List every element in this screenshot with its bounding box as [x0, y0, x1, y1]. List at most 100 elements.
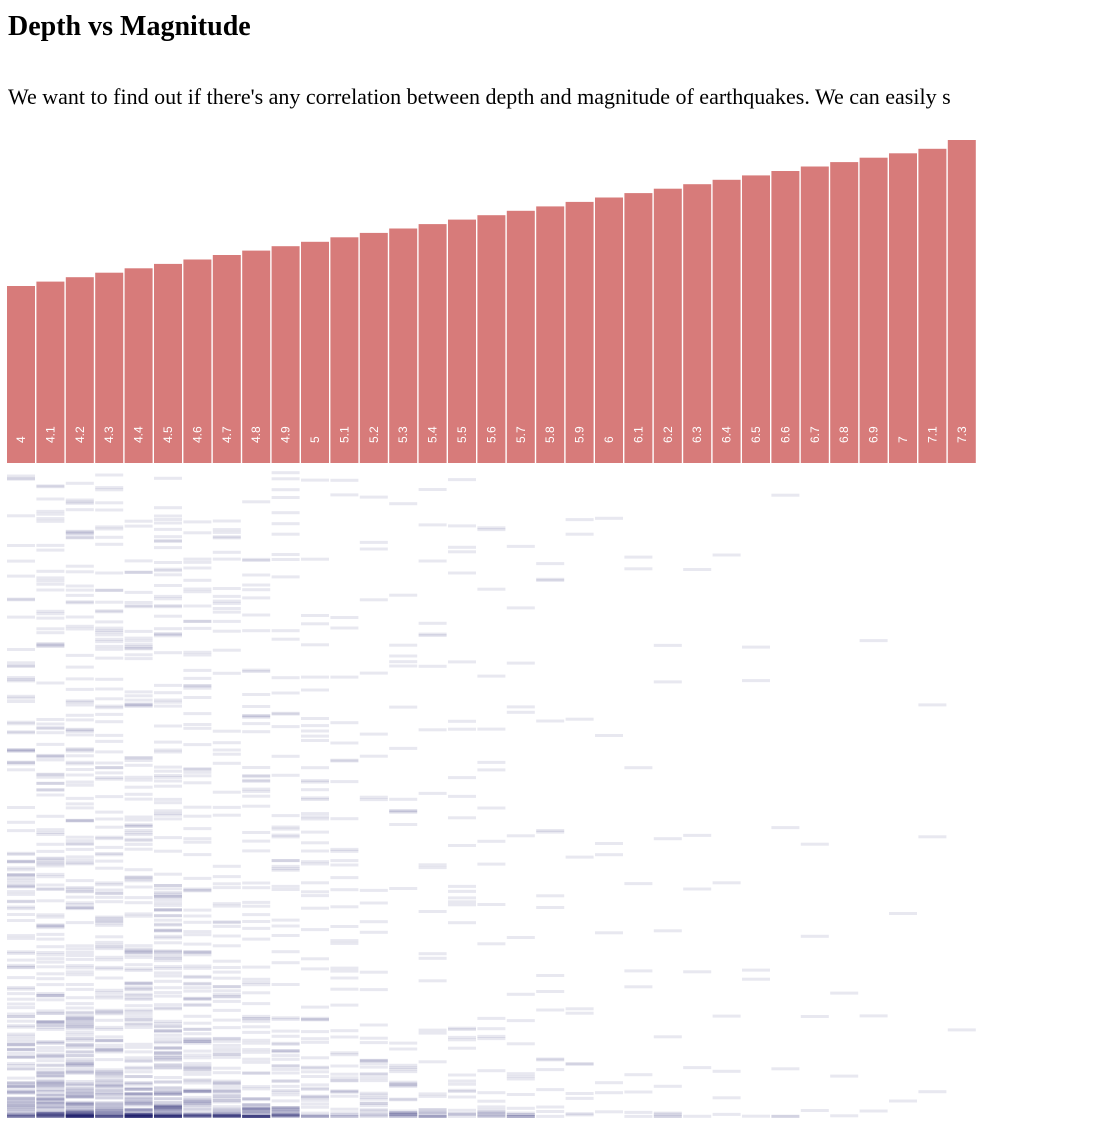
depth-tick — [65, 819, 94, 822]
depth-tick — [65, 677, 94, 681]
depth-tick — [36, 1111, 65, 1115]
depth-tick — [154, 817, 182, 821]
depth-tick — [124, 876, 153, 879]
depth-tick — [212, 557, 241, 561]
depth-tick — [65, 1113, 94, 1117]
depth-tick — [271, 950, 300, 954]
depth-tick — [95, 1085, 124, 1089]
depth-tick — [683, 1114, 712, 1118]
depth-tick — [36, 1097, 65, 1101]
depth-tick — [712, 1112, 741, 1116]
depth-tick — [154, 979, 182, 983]
depth-tick — [271, 1042, 300, 1046]
depth-tick — [389, 502, 418, 506]
depth-tick — [65, 665, 94, 669]
depth-tick — [7, 1043, 35, 1047]
depth-tick — [95, 1011, 124, 1015]
depth-tick — [477, 768, 506, 772]
depth-tick — [212, 607, 241, 610]
depth-tick — [124, 981, 153, 985]
depth-tick — [712, 881, 741, 885]
depth-tick — [183, 1114, 212, 1118]
depth-tick — [242, 1115, 271, 1118]
bar-6.9 — [859, 157, 888, 463]
depth-tick — [242, 1025, 271, 1029]
depth-tick — [154, 724, 182, 728]
depth-tick — [7, 679, 35, 683]
depth-tick — [154, 561, 182, 564]
depth-tick — [36, 1111, 65, 1115]
depth-tick — [212, 519, 241, 523]
depth-tick — [65, 1110, 94, 1114]
depth-tick — [124, 797, 153, 801]
depth-tick — [359, 495, 388, 499]
depth-tick — [154, 1105, 182, 1109]
depth-tick — [154, 1065, 182, 1069]
depth-tick — [183, 653, 212, 657]
depth-tick — [65, 1114, 94, 1118]
depth-tick — [7, 597, 35, 601]
depth-tick — [271, 918, 300, 922]
depth-tick — [154, 1107, 182, 1111]
depth-tick — [301, 841, 329, 845]
bar-5.1 — [330, 237, 359, 463]
depth-tick — [477, 942, 506, 946]
depth-tick — [154, 965, 182, 969]
depth-tick — [124, 1114, 153, 1118]
depth-tick — [330, 969, 359, 973]
depth-tick — [65, 966, 94, 970]
depth-tick — [95, 1114, 124, 1118]
depth-tick — [301, 1087, 329, 1091]
depth-tick — [242, 714, 271, 718]
depth-tick — [95, 1113, 124, 1117]
depth-tick — [154, 1107, 182, 1111]
depth-tick — [65, 970, 94, 974]
depth-tick — [95, 1048, 124, 1051]
depth-tick — [212, 594, 241, 598]
depth-tick — [65, 1100, 94, 1104]
depth-tick — [183, 726, 212, 730]
depth-tick — [65, 653, 94, 657]
depth-tick — [330, 1089, 359, 1093]
bar-6.3 — [683, 184, 712, 463]
depth-tick — [95, 501, 124, 505]
depth-tick — [7, 1115, 35, 1118]
depth-tick — [95, 1093, 124, 1096]
depth-tick — [36, 923, 65, 927]
depth-tick — [506, 1075, 535, 1078]
depth-tick — [212, 1094, 241, 1098]
bar-6.4 — [712, 179, 741, 464]
depth-tick — [65, 1025, 94, 1028]
depth-tick — [212, 1112, 241, 1115]
depth-tick — [477, 1099, 506, 1103]
depth-tick — [183, 619, 212, 623]
depth-tick — [65, 1043, 94, 1047]
depth-tick — [65, 954, 94, 957]
depth-tick — [506, 936, 535, 939]
depth-tick — [95, 940, 124, 944]
intro-paragraph: We want to find out if there's any corre… — [8, 84, 951, 109]
depth-tick — [65, 1114, 94, 1118]
depth-tick — [271, 1064, 300, 1068]
depth-tick — [7, 1076, 35, 1080]
depth-tick — [242, 1108, 271, 1112]
depth-tick — [242, 714, 271, 718]
depth-tick — [65, 1033, 94, 1037]
depth-tick — [212, 985, 241, 989]
depth-tick — [65, 627, 94, 631]
depth-tick — [330, 478, 359, 482]
depth-tick — [212, 790, 241, 794]
depth-tick — [65, 535, 94, 539]
depth-tick — [448, 1095, 476, 1099]
depth-tick — [212, 535, 241, 539]
depth-tick — [242, 1114, 271, 1118]
depth-tick — [154, 872, 182, 876]
depth-tick — [7, 1098, 35, 1102]
depth-tick — [242, 1109, 271, 1113]
depth-tick — [506, 1042, 535, 1046]
depth-tick — [154, 614, 182, 618]
depth-tick — [595, 1081, 623, 1085]
depth-tick — [154, 700, 182, 704]
depth-tick — [95, 633, 124, 637]
depth-tick — [7, 884, 35, 888]
